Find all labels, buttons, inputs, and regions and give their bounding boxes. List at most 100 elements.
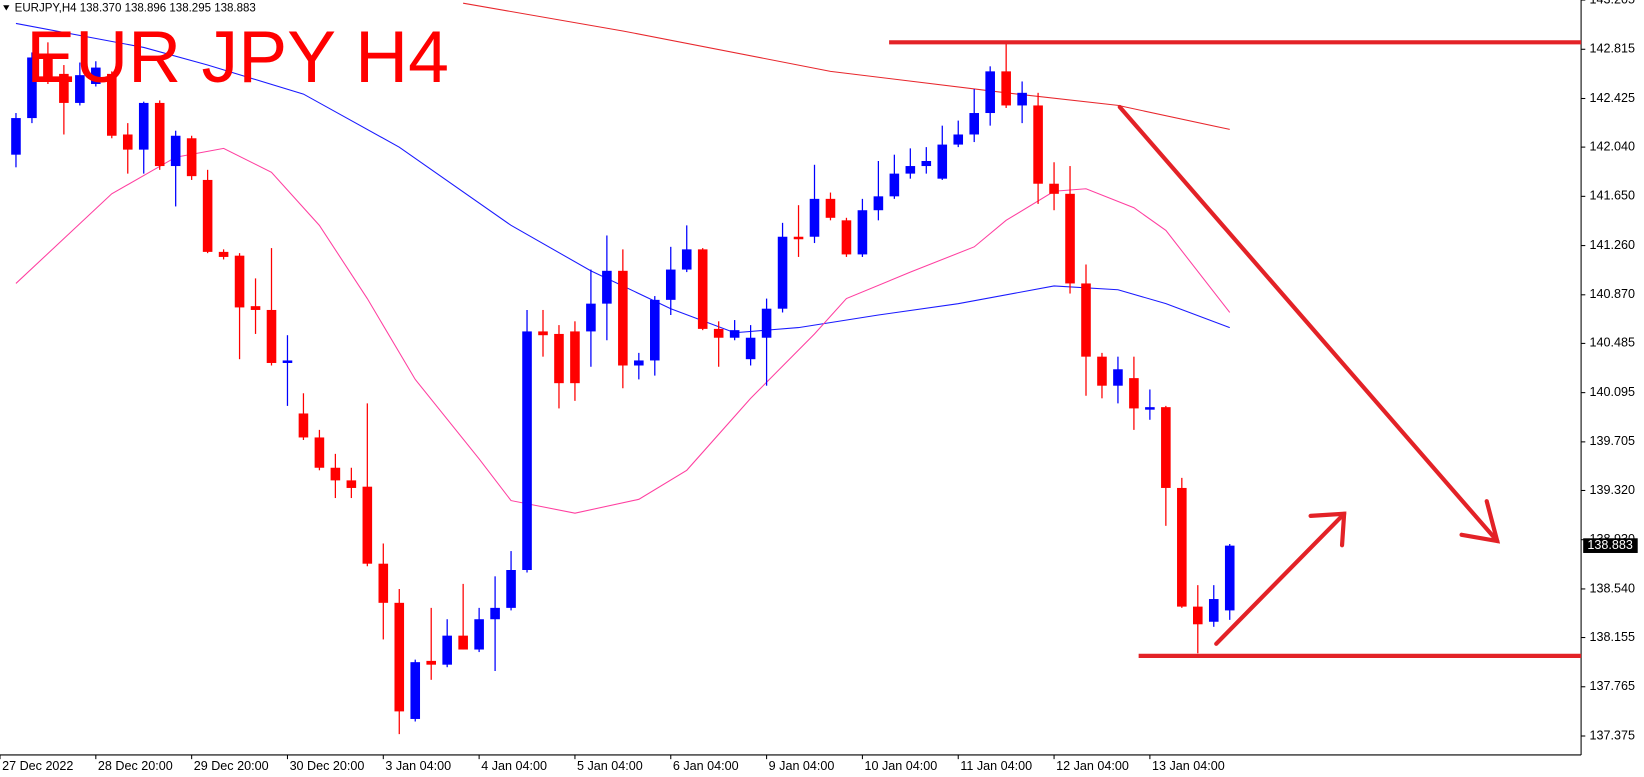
candle-body xyxy=(969,113,979,135)
candle-body xyxy=(745,337,756,360)
candle-body xyxy=(522,331,532,571)
y-tick-label: 137.765 xyxy=(1589,679,1634,693)
candle-body xyxy=(75,75,85,103)
candle-body xyxy=(107,73,117,136)
candle-body xyxy=(1081,283,1091,357)
candle-body xyxy=(410,662,421,719)
y-tick-label: 141.260 xyxy=(1589,238,1634,252)
candle-body xyxy=(650,299,660,361)
candle-body xyxy=(506,570,516,608)
candle-body xyxy=(378,563,389,603)
candle-body xyxy=(91,67,101,84)
y-tick-label: 142.040 xyxy=(1589,139,1634,153)
candle-body xyxy=(27,57,37,119)
chart-header: EURJPY,H4 138.370 138.896 138.295 138.88… xyxy=(15,2,256,14)
up-arrow xyxy=(1214,511,1347,646)
x-tick-label: 11 Jan 04:00 xyxy=(960,759,1032,773)
candle-body xyxy=(346,480,357,488)
candle-body xyxy=(138,102,149,150)
x-tick-label: 12 Jan 04:00 xyxy=(1056,759,1129,773)
y-tick-label: 142.815 xyxy=(1589,42,1634,56)
current-price-label: 138.883 xyxy=(1587,538,1632,552)
candle-body xyxy=(266,309,277,363)
candle-body xyxy=(1097,356,1107,386)
candle-body xyxy=(186,138,197,177)
candle-body xyxy=(729,330,740,338)
candle-body xyxy=(202,179,213,252)
candle-body xyxy=(586,303,596,332)
candle-body xyxy=(330,467,341,481)
x-tick-label: 30 Dec 20:00 xyxy=(290,759,365,773)
down-arrow xyxy=(1117,104,1501,544)
candle-body xyxy=(1129,378,1139,409)
candle-body xyxy=(1224,545,1235,611)
y-tick-label: 137.375 xyxy=(1589,728,1634,742)
y-tick-label: 142.425 xyxy=(1589,91,1634,105)
candle-body xyxy=(602,270,612,304)
candle-body xyxy=(474,619,484,650)
candle-body xyxy=(905,166,916,174)
y-tick-label: 139.320 xyxy=(1589,483,1634,497)
candle-body xyxy=(889,173,900,197)
menu-triangle[interactable] xyxy=(3,5,10,11)
indicator-line xyxy=(463,2,1230,130)
candle-body xyxy=(234,255,245,308)
candle-body xyxy=(570,331,580,384)
candle-body xyxy=(713,328,724,338)
candle-body xyxy=(985,71,995,114)
y-tick-label: 143.205 xyxy=(1589,0,1634,6)
candle-body xyxy=(554,333,564,384)
candle-body xyxy=(1033,105,1043,184)
candle-body xyxy=(490,607,500,620)
candle-body xyxy=(154,102,165,167)
candle-body xyxy=(1208,599,1219,622)
x-tick-label: 27 Dec 2022 xyxy=(2,759,73,773)
candle-body xyxy=(665,269,676,300)
candle-body xyxy=(314,437,325,468)
candle-body xyxy=(809,198,820,237)
candle-body xyxy=(282,360,293,363)
candle-body xyxy=(218,251,229,257)
plot-area xyxy=(11,2,1235,735)
candle-body xyxy=(250,306,261,310)
x-tick-label: 10 Jan 04:00 xyxy=(865,759,938,773)
candle-body xyxy=(362,486,373,564)
candle-body xyxy=(953,134,964,145)
candle-body xyxy=(793,236,804,240)
y-tick-label: 139.705 xyxy=(1589,434,1634,448)
candle-body xyxy=(394,602,405,712)
candle-body xyxy=(873,196,884,211)
y-tick-label: 140.485 xyxy=(1589,336,1634,350)
candle-body xyxy=(170,135,181,167)
candle-body xyxy=(825,198,836,218)
candle-body xyxy=(761,308,772,338)
x-tick-label: 4 Jan 04:00 xyxy=(481,759,547,773)
candle-body xyxy=(11,118,21,155)
y-tick-label: 141.650 xyxy=(1589,189,1634,203)
y-tick-label: 138.155 xyxy=(1589,630,1634,644)
y-tick-label: 138.540 xyxy=(1589,581,1634,595)
candle-body xyxy=(777,236,788,309)
candle-body xyxy=(618,270,628,366)
candle-body xyxy=(1161,407,1171,488)
y-tick-label: 140.870 xyxy=(1589,287,1634,301)
current-price-box xyxy=(1583,538,1638,553)
candle-body xyxy=(857,210,868,255)
candle-body xyxy=(1177,487,1187,607)
candle-body xyxy=(681,249,692,270)
candle-body xyxy=(122,134,133,150)
candle-body xyxy=(1049,183,1059,194)
candle-body xyxy=(298,413,309,438)
x-tick-label: 28 Dec 20:00 xyxy=(98,759,173,773)
candle-body xyxy=(937,144,948,179)
candle-body xyxy=(1145,407,1155,410)
candle-body xyxy=(1017,92,1027,106)
candle-body xyxy=(426,660,436,665)
x-tick-label: 13 Jan 04:00 xyxy=(1152,759,1225,773)
chart-title: EUR JPY H4 xyxy=(26,16,449,98)
candle-body xyxy=(43,57,53,82)
candle-body xyxy=(1001,71,1011,106)
x-tick-label: 29 Dec 20:00 xyxy=(194,759,269,773)
